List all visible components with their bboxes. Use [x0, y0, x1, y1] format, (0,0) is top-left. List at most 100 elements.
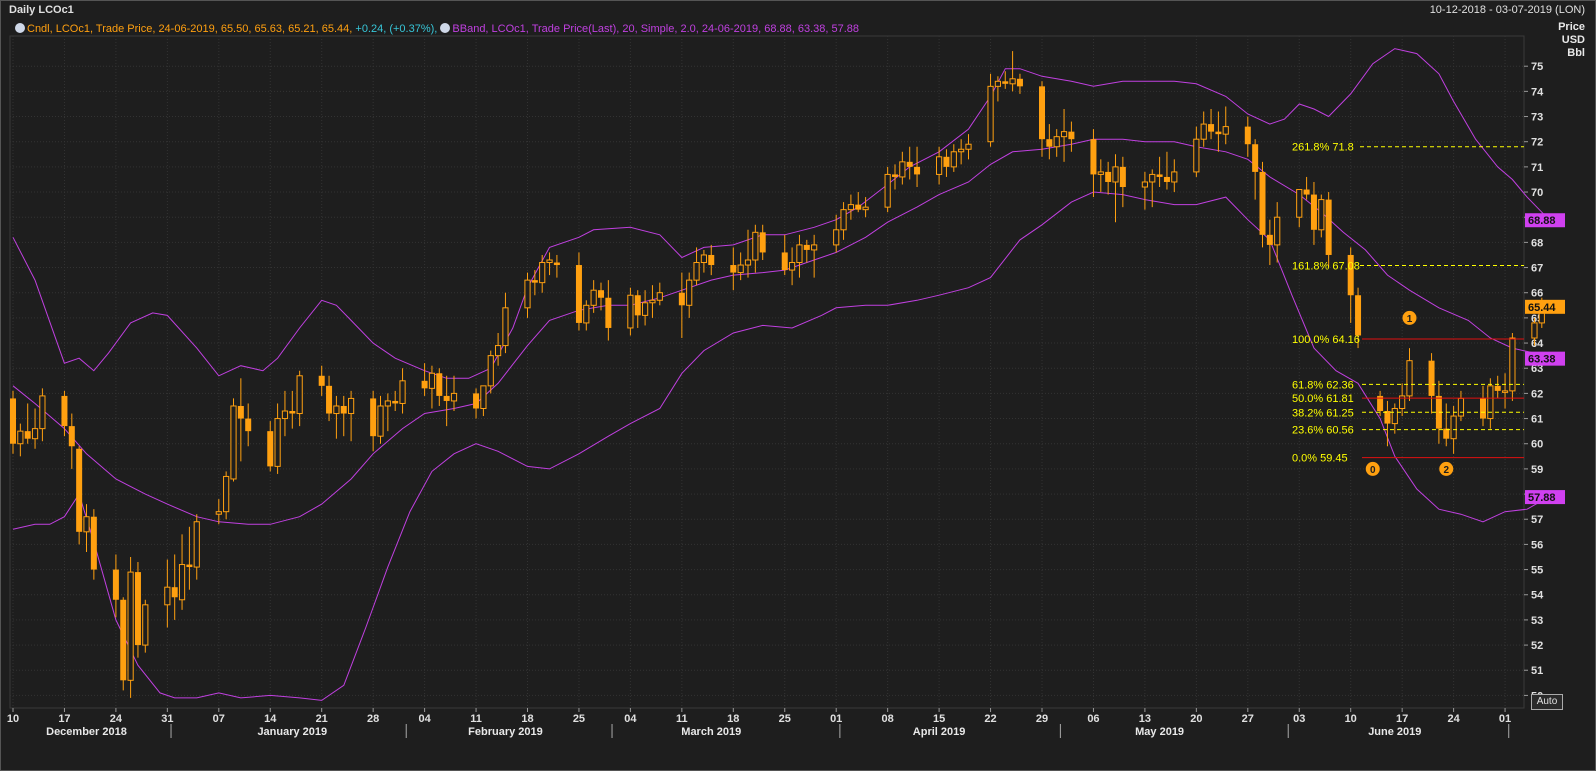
candle-body-up [539, 262, 546, 284]
x-tick-label: 13 [1139, 713, 1151, 725]
candle-body-down [1384, 411, 1391, 424]
x-tick-label: 01 [1499, 713, 1511, 725]
y-tick-label: 68 [1531, 237, 1543, 249]
candle-body-down [443, 395, 450, 401]
candle-body-down [340, 405, 347, 414]
price-tag-box [1525, 213, 1565, 228]
candle-body-down [1377, 395, 1384, 412]
candle-body-down [392, 400, 399, 404]
candle-body-up [384, 400, 391, 407]
candle-body-down [1355, 295, 1362, 336]
candle-body-up [428, 372, 436, 389]
candle-body-up [847, 204, 854, 211]
candle-body-down [943, 156, 950, 167]
wave-marker [1365, 461, 1380, 476]
candle-body-down [1325, 199, 1332, 255]
candle-body-up [1274, 216, 1281, 246]
x-tick-label: 27 [1242, 713, 1254, 725]
candle-body-down [120, 599, 127, 681]
x-tick-label: 06 [1087, 713, 1099, 725]
candle-body-down [598, 290, 604, 298]
candle-body-up [274, 418, 281, 467]
plot-area [9, 35, 1525, 709]
wave-marker [1402, 310, 1417, 325]
y-tick-label: 61 [1531, 414, 1543, 426]
candle-body-down [1443, 428, 1450, 439]
candle-body-down [1259, 171, 1266, 235]
candle-body-up [450, 392, 458, 402]
candle-body-down [90, 516, 97, 570]
candle-body-down [730, 265, 737, 273]
candle-body-up [223, 475, 230, 513]
candle-body-up [1200, 123, 1207, 140]
x-tick-label: 28 [367, 713, 379, 725]
candle-body-up [796, 244, 803, 264]
y-tick-label: 52 [1531, 640, 1543, 652]
wave-marker [1439, 461, 1454, 476]
y-tick-label: 54 [1531, 590, 1544, 602]
y-tick-label: 63 [1531, 363, 1543, 375]
candle-body-up [965, 143, 972, 150]
candle-body-up [296, 375, 303, 415]
candle-body-down [1252, 144, 1259, 172]
candle-body-down [1215, 131, 1222, 135]
bband-globe-icon[interactable] [440, 23, 451, 33]
x-tick-label: 22 [984, 713, 996, 725]
candle-body-up [1538, 312, 1545, 324]
candle-body-down [370, 398, 377, 437]
cndl-globe-icon[interactable] [15, 23, 25, 33]
candle-body-down [914, 166, 921, 175]
y-tick-label: 70 [1531, 187, 1543, 199]
candle-body-up [215, 511, 222, 515]
candle-body-down [803, 244, 810, 250]
candle-body-up [1097, 171, 1104, 175]
y-tick-label: 72 [1531, 137, 1543, 149]
bband-lower-line [12, 191, 1550, 701]
candle-body-down [1090, 139, 1097, 175]
wave-marker-label: 2 [1443, 465, 1449, 476]
candle-body-up [1457, 397, 1465, 417]
auto-scale-button[interactable]: Auto [1531, 694, 1563, 710]
candle-body-down [1016, 78, 1023, 87]
y-tick-label: 67 [1531, 263, 1543, 275]
cndl-legend-change: +0.24, (+0.37%), [355, 23, 438, 35]
candle-body-up [1399, 395, 1406, 409]
candle-body-down [1310, 194, 1317, 230]
legend: Cndl, LCOc1, Trade Price, 24-06-2019, 65… [15, 23, 859, 35]
y-tick-label: 59 [1531, 464, 1543, 476]
candle-body-down [61, 395, 68, 427]
candle-body-down [1428, 360, 1435, 396]
month-label: May 2019 [1135, 726, 1184, 738]
candle-body-down [318, 375, 325, 386]
candle-body-down [892, 174, 898, 177]
x-tick-label: 10 [1345, 713, 1357, 725]
candle-body-up [480, 385, 487, 409]
candle-body-down [678, 292, 685, 306]
title-bar: Daily LCOc1 10-12-2018 - 03-07-2019 (LON… [9, 4, 1587, 20]
x-tick-label: 25 [779, 713, 791, 725]
x-tick-label: 10 [7, 713, 19, 725]
x-tick-label: 29 [1036, 713, 1048, 725]
candle-body-up [502, 307, 509, 347]
x-tick-label: 24 [110, 713, 123, 725]
candle-body-up [178, 564, 186, 601]
y-tick-label: 71 [1531, 162, 1543, 174]
x-tick-label: 15 [933, 713, 945, 725]
candle-body-down [436, 373, 443, 396]
candle-body-down [1494, 385, 1501, 391]
unit-line-3: Bbl [1567, 47, 1585, 59]
month-label: April 2019 [913, 726, 966, 738]
y-tick-label: 66 [1531, 288, 1543, 300]
candle-body-down [245, 418, 252, 432]
cndl-legend-text: Cndl, LCOc1, Trade Price, 24-06-2019, 65… [27, 23, 353, 35]
unit-line-2: USD [1561, 34, 1585, 46]
price-tag-label: 57.88 [1528, 492, 1556, 504]
candle-body-up [193, 521, 200, 568]
candle-body-down [473, 393, 480, 409]
candle-body-up [1450, 415, 1457, 440]
candle-body-up [348, 397, 355, 415]
candle-body-down [1208, 124, 1215, 132]
candle-body-up [649, 299, 656, 304]
